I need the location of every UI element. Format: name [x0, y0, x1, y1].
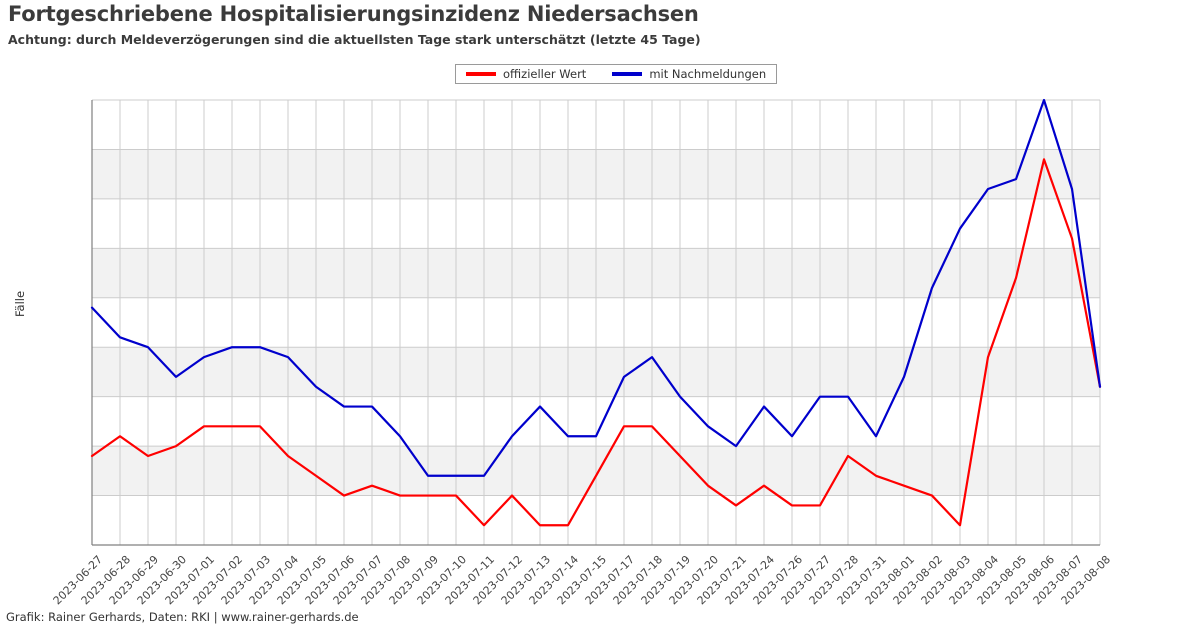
legend-swatch-with-updates — [612, 71, 643, 76]
chart-title: Fortgeschriebene Hospitalisierungsinzide… — [8, 2, 699, 26]
chart-legend: offizieller Wert mit Nachmeldungen — [455, 64, 778, 84]
legend-swatch-official — [466, 71, 496, 76]
legend-label-with-updates: mit Nachmeldungen — [649, 66, 767, 81]
series-line-offizieller-wert — [90, 158, 1102, 527]
legend-entry-official[interactable]: offizieller Wert — [466, 67, 586, 81]
legend-label-official: offizieller Wert — [503, 66, 587, 81]
legend-entry-with-updates[interactable]: mit Nachmeldungen — [612, 67, 766, 81]
series-line-mit-nachmeldungen — [90, 98, 1102, 477]
chart-subtitle: Achtung: durch Meldeverzögerungen sind d… — [8, 32, 701, 47]
chart-footer-credit: Grafik: Rainer Gerhards, Daten: RKI | ww… — [6, 610, 359, 624]
